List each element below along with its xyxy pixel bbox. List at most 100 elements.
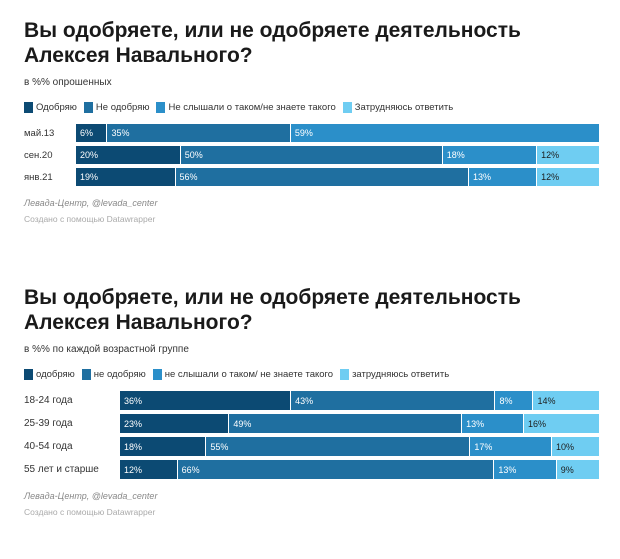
data-label: 13% bbox=[466, 418, 485, 429]
legend-label: Одобряю bbox=[36, 101, 77, 113]
bar-segment: 66% bbox=[177, 460, 495, 479]
bar-segment: 56% bbox=[175, 168, 469, 186]
legend-swatch bbox=[24, 368, 33, 380]
chart-by-age: Вы одобряете, или не одобряете деятельно… bbox=[24, 285, 600, 517]
category-label: сен.20 bbox=[24, 149, 53, 161]
bar-row: 18-24 года 36% 43% 8% 14% bbox=[24, 391, 600, 410]
legend-label: Не слышали о таком/не знаете такого bbox=[168, 101, 336, 113]
data-label: 59% bbox=[294, 128, 313, 138]
data-label: 17% bbox=[474, 441, 493, 452]
legend-swatch bbox=[24, 101, 33, 113]
data-label: 13% bbox=[472, 172, 491, 182]
bar-segment: 19% bbox=[76, 168, 176, 186]
bar-row: 55 лет и старше 12% 66% 13% 9% bbox=[24, 460, 600, 479]
legend-item: Не одобряю bbox=[83, 101, 150, 113]
bar-segment: 35% bbox=[107, 124, 291, 142]
credit-note: Создано с помощью Datawrapper bbox=[24, 214, 156, 224]
legend-item: затрудняюсь ответить bbox=[340, 368, 450, 380]
legend-label: одобряю bbox=[36, 368, 75, 380]
source-note: Левада-Центр, @levada_center bbox=[24, 491, 158, 501]
bar-segment: 17% bbox=[470, 437, 552, 456]
bar-segment: 20% bbox=[76, 146, 181, 164]
bar-segment: 6% bbox=[76, 124, 108, 142]
chart-subtitle: в %% по каждой возрастной группе bbox=[24, 344, 189, 355]
plot-area: май.13 6% 35% 59% сен.20 20% 50% 18% 12% янв.21 19… bbox=[24, 124, 600, 186]
bar-segment: 12% bbox=[537, 146, 600, 164]
bar-segment: 14% bbox=[533, 391, 600, 410]
bar-row: 40-54 года 18% 55% 17% 10% bbox=[24, 437, 600, 456]
legend-swatch bbox=[152, 368, 162, 380]
plot-area: 18-24 года 36% 43% 8% 14% 25-39 года 23% 49% 13%… bbox=[24, 391, 600, 479]
bar-segment: 50% bbox=[180, 146, 443, 164]
stacked-bar: 36% 43% 8% 14% bbox=[120, 391, 600, 410]
legend: одобряю не одобряю не слышали о таком/ не … bbox=[24, 367, 600, 381]
data-label: 13% bbox=[498, 464, 517, 475]
bar-row: сен.20 20% 50% 18% 12% bbox=[24, 146, 600, 164]
legend-swatch bbox=[81, 368, 91, 380]
data-label: 18% bbox=[446, 150, 465, 160]
data-label: 16% bbox=[527, 418, 546, 429]
bar-segment: 16% bbox=[523, 414, 600, 433]
bar-segment: 10% bbox=[551, 437, 600, 456]
bar-row: янв.21 19% 56% 13% 12% bbox=[24, 168, 600, 186]
category-label: 40-54 года bbox=[24, 441, 73, 452]
stacked-bar: 23% 49% 13% 16% bbox=[120, 414, 600, 433]
data-label: 19% bbox=[80, 172, 99, 182]
data-label: 12% bbox=[541, 172, 560, 182]
bar-segment: 49% bbox=[229, 414, 463, 433]
legend-label: Не одобряю bbox=[95, 101, 150, 113]
chart-title: Вы одобряете, или не одобряете деятельно… bbox=[24, 286, 521, 334]
stacked-bar: 20% 50% 18% 12% bbox=[76, 146, 600, 164]
legend-swatch bbox=[156, 101, 166, 113]
data-label: 12% bbox=[124, 464, 143, 475]
legend-swatch bbox=[83, 101, 93, 113]
bar-segment: 18% bbox=[120, 437, 207, 456]
legend-item: не слышали о таком/ не знаете такого bbox=[152, 368, 334, 380]
bar-segment: 9% bbox=[556, 460, 600, 479]
bar-segment: 8% bbox=[495, 391, 534, 410]
data-label: 36% bbox=[124, 395, 143, 406]
bar-segment: 12% bbox=[120, 460, 178, 479]
data-label: 43% bbox=[295, 395, 314, 406]
legend-item: одобряю bbox=[24, 368, 75, 380]
data-label: 66% bbox=[181, 464, 200, 475]
bar-segment: 13% bbox=[494, 460, 557, 479]
bar-segment: 12% bbox=[537, 168, 600, 186]
legend-label: затрудняюсь ответить bbox=[352, 368, 450, 380]
chart-title: Вы одобряете, или не одобряете деятельно… bbox=[24, 19, 521, 67]
category-label: май.13 bbox=[24, 127, 55, 139]
data-label: 56% bbox=[179, 172, 198, 182]
data-label: 6% bbox=[80, 128, 94, 138]
legend-swatch bbox=[340, 368, 350, 380]
category-label: 55 лет и старше bbox=[24, 464, 99, 475]
data-label: 50% bbox=[184, 150, 203, 160]
stacked-bar: 6% 35% 59% bbox=[76, 124, 600, 142]
legend-label: не слышали о таком/ не знаете такого bbox=[164, 368, 334, 380]
bar-segment: 13% bbox=[468, 168, 538, 186]
stacked-bar: 19% 56% 13% 12% bbox=[76, 168, 600, 186]
bar-segment: 18% bbox=[442, 146, 538, 164]
legend-item: не одобряю bbox=[81, 368, 146, 380]
credit-note: Создано с помощью Datawrapper bbox=[24, 507, 156, 517]
data-label: 20% bbox=[80, 150, 99, 160]
data-label: 9% bbox=[560, 464, 574, 475]
data-label: 8% bbox=[499, 395, 513, 406]
legend: Одобряю Не одобряю Не слышали о таком/не з… bbox=[24, 100, 600, 114]
legend-item: Не слышали о таком/не знаете такого bbox=[156, 101, 336, 113]
data-label: 55% bbox=[210, 441, 229, 452]
bar-segment: 36% bbox=[120, 391, 292, 410]
legend-label: не одобряю bbox=[93, 368, 146, 380]
category-label: 18-24 года bbox=[24, 395, 73, 406]
bar-segment: 23% bbox=[120, 414, 230, 433]
legend-item: Затрудняюсь ответить bbox=[342, 101, 454, 113]
bar-segment: 43% bbox=[291, 391, 496, 410]
stacked-bar: 18% 55% 17% 10% bbox=[120, 437, 600, 456]
data-label: 18% bbox=[124, 441, 143, 452]
legend-label: Затрудняюсь ответить bbox=[354, 101, 454, 113]
data-label: 49% bbox=[233, 418, 252, 429]
bar-segment: 55% bbox=[206, 437, 471, 456]
bar-row: 25-39 года 23% 49% 13% 16% bbox=[24, 414, 600, 433]
source-note: Левада-Центр, @levada_center bbox=[24, 198, 158, 208]
legend-item: Одобряю bbox=[24, 101, 77, 113]
data-label: 12% bbox=[541, 150, 560, 160]
